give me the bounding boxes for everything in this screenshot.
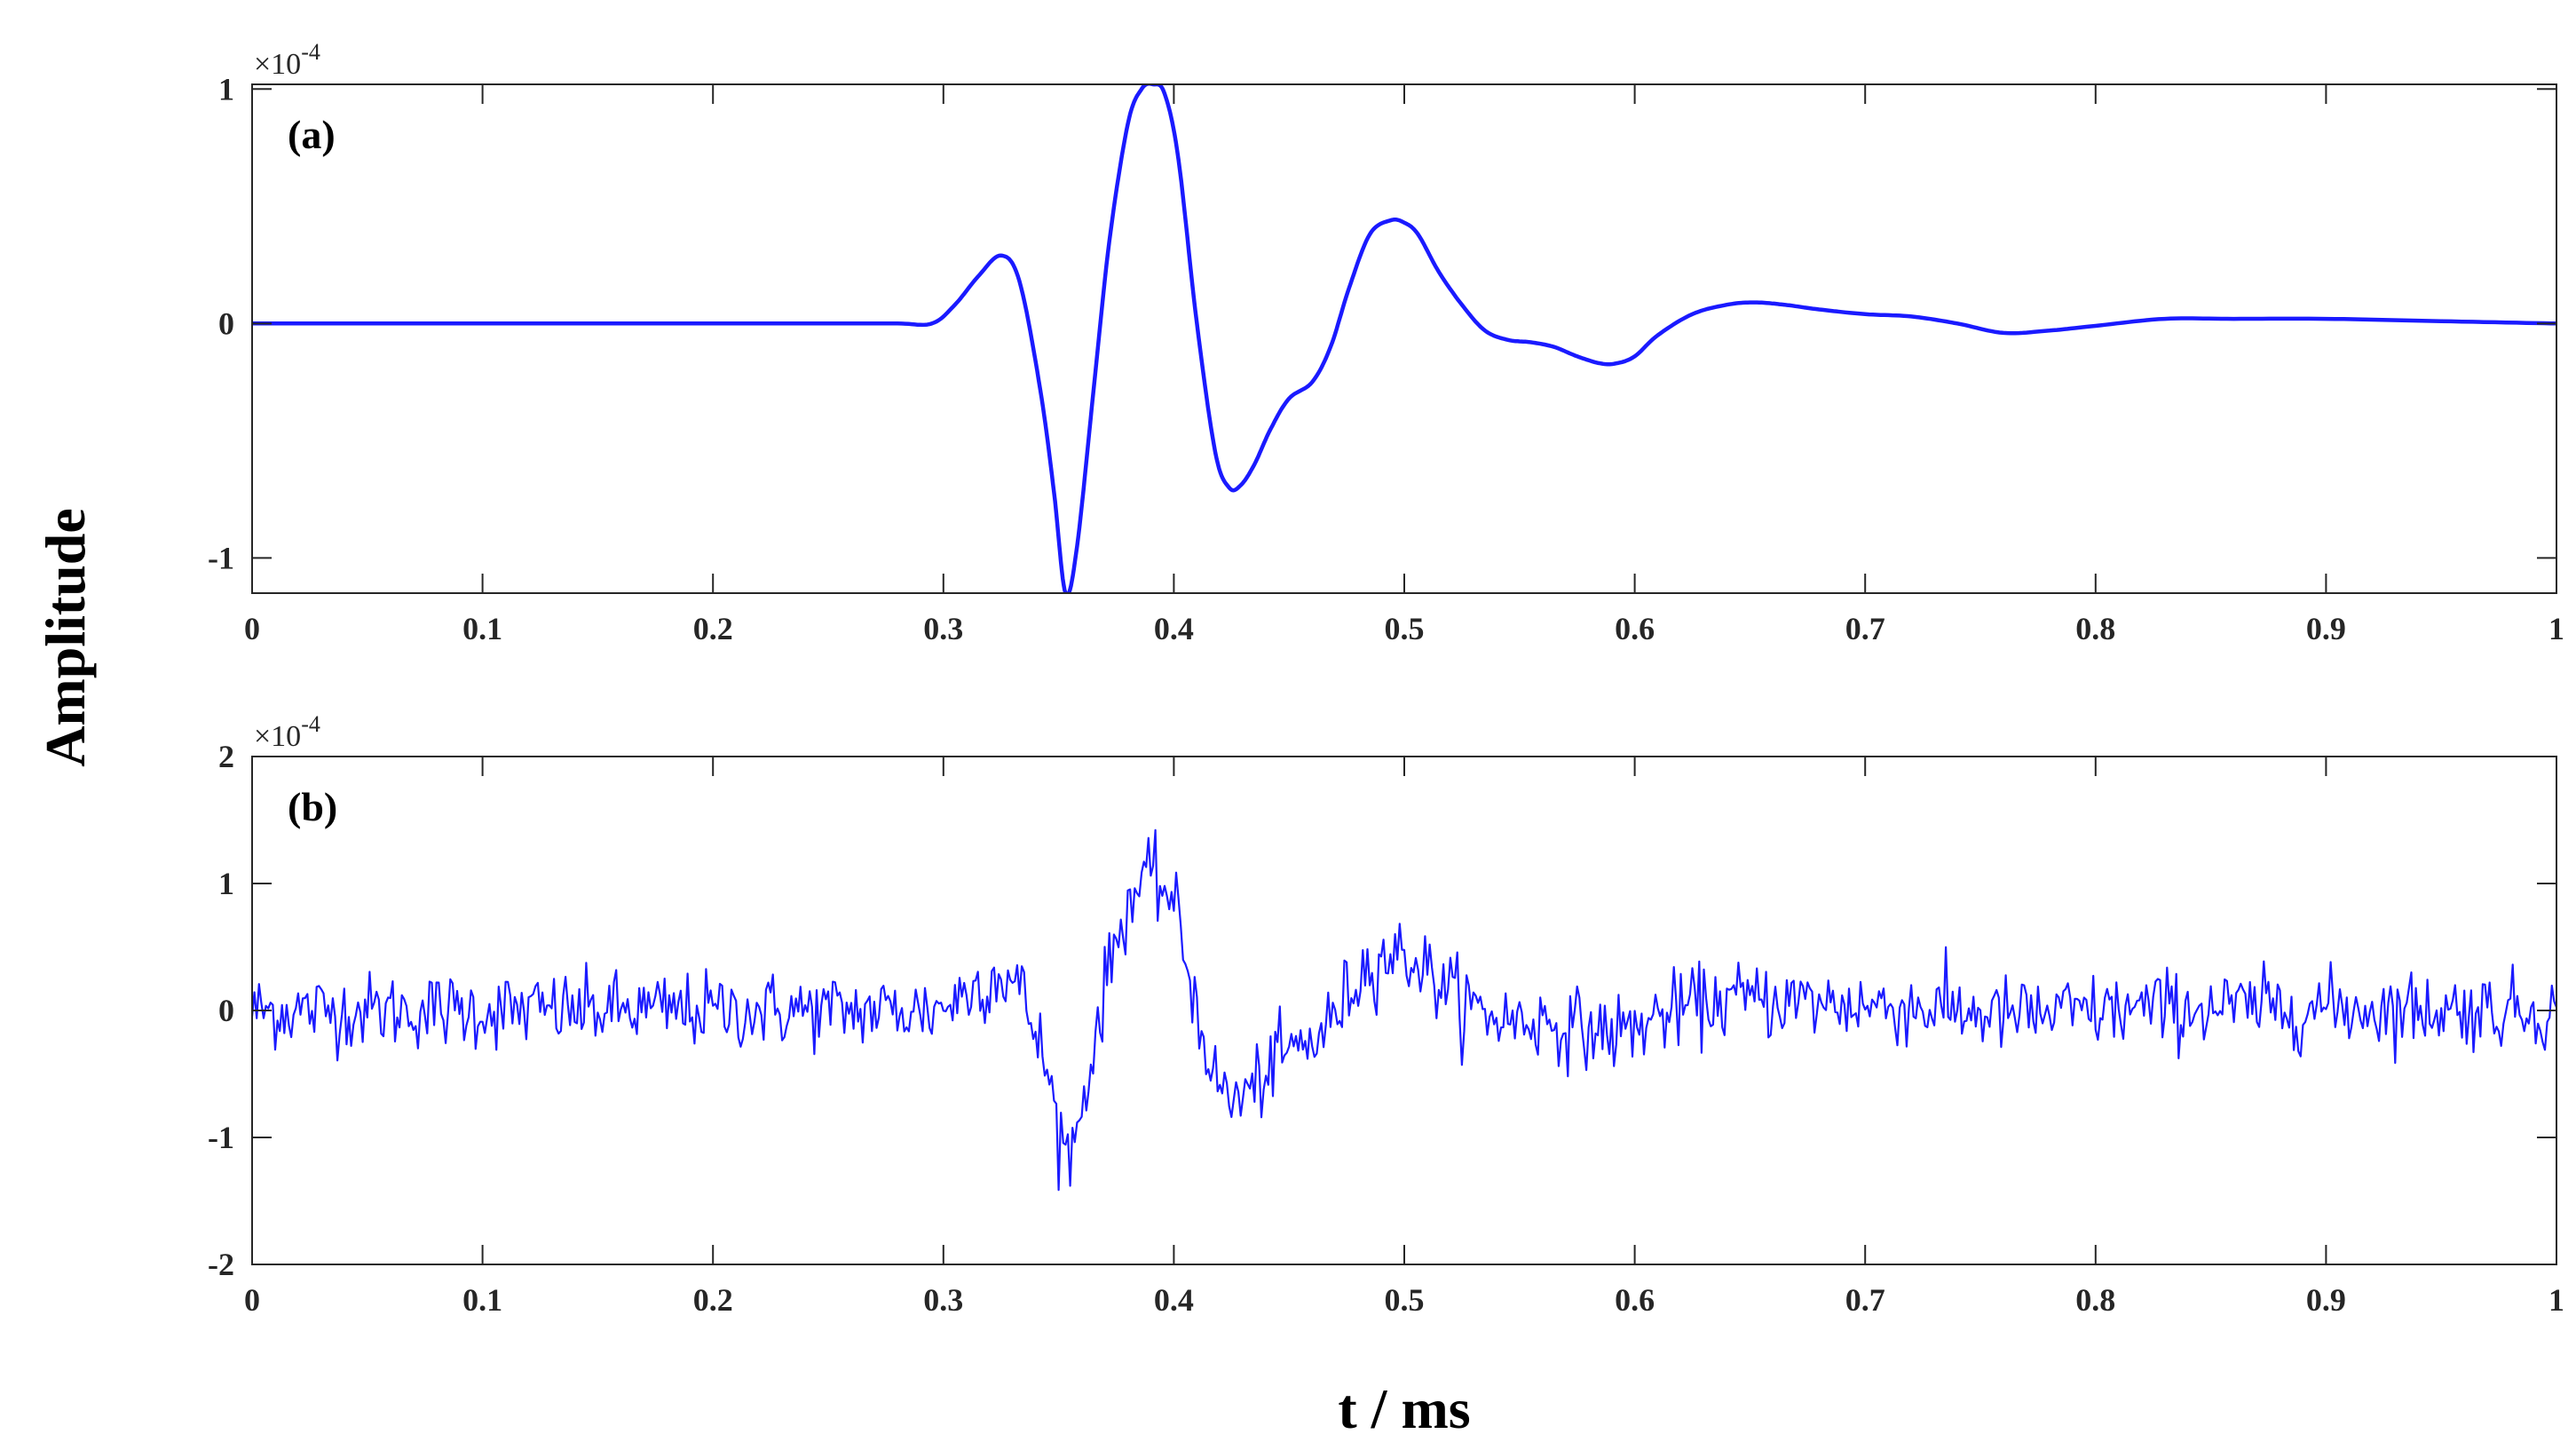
y-tick-label: 2 xyxy=(218,739,234,774)
x-tick-label: 0.5 xyxy=(1385,1282,1425,1318)
y-exponent-label: ×10-4 xyxy=(254,711,320,753)
x-tick-label: 1 xyxy=(2548,1282,2564,1318)
x-tick-label: 0.8 xyxy=(2075,1282,2115,1318)
x-tick-label: 0.8 xyxy=(2075,611,2115,646)
x-tick-label: 0.1 xyxy=(462,611,502,646)
x-tick-label: 0.7 xyxy=(1845,1282,1885,1318)
x-tick-label: 0.9 xyxy=(2306,1282,2346,1318)
x-tick-label: 0.2 xyxy=(693,611,733,646)
y-tick-label: 1 xyxy=(218,71,234,107)
y-exponent-label: ×10-4 xyxy=(254,39,320,81)
panel-label: (b) xyxy=(288,784,337,829)
x-tick-label: 0.3 xyxy=(923,1282,963,1318)
x-tick-label: 0.3 xyxy=(923,611,963,646)
x-axis-label: t / ms xyxy=(1338,1377,1470,1440)
x-tick-label: 0 xyxy=(244,611,260,646)
x-tick-label: 1 xyxy=(2548,611,2564,646)
series-line-0 xyxy=(252,84,2556,593)
x-tick-label: 0.4 xyxy=(1154,1282,1194,1318)
y-tick-label: -1 xyxy=(208,1120,234,1155)
x-tick-label: 0.6 xyxy=(1615,611,1655,646)
x-tick-label: 0.2 xyxy=(693,1282,733,1318)
x-tick-label: 0.7 xyxy=(1845,611,1885,646)
chart-panel-a: 0 0.1 0.2 0.3 0.4 0.5 0.6 0.7 0.8 0.9 1 -1 0 1 ×10-4 (a… xyxy=(208,39,2564,646)
y-tick-label: 0 xyxy=(218,305,234,341)
y-tick-label: 0 xyxy=(218,993,234,1028)
x-tick-label: 0.4 xyxy=(1154,611,1194,646)
series-line-0 xyxy=(252,828,2556,1192)
x-tick-label: 0.5 xyxy=(1385,611,1425,646)
y-tick-label: -1 xyxy=(208,540,234,575)
x-tick-label: 0.6 xyxy=(1615,1282,1655,1318)
plot-frame xyxy=(251,83,2557,594)
y-tick-label: 1 xyxy=(218,866,234,901)
x-tick-label: 0.9 xyxy=(2306,611,2346,646)
plot-frame xyxy=(251,756,2557,1265)
x-tick-label: 0.1 xyxy=(462,1282,502,1318)
panel-label: (a) xyxy=(288,112,336,157)
y-tick-label: -2 xyxy=(208,1247,234,1282)
x-tick-label: 0 xyxy=(244,1282,260,1318)
chart-panel-b: 0 0.1 0.2 0.3 0.4 0.5 0.6 0.7 0.8 0.9 1 -2 -1 0 1 2 ×10-… xyxy=(208,711,2564,1318)
y-axis-label: Amplitude xyxy=(34,508,97,767)
